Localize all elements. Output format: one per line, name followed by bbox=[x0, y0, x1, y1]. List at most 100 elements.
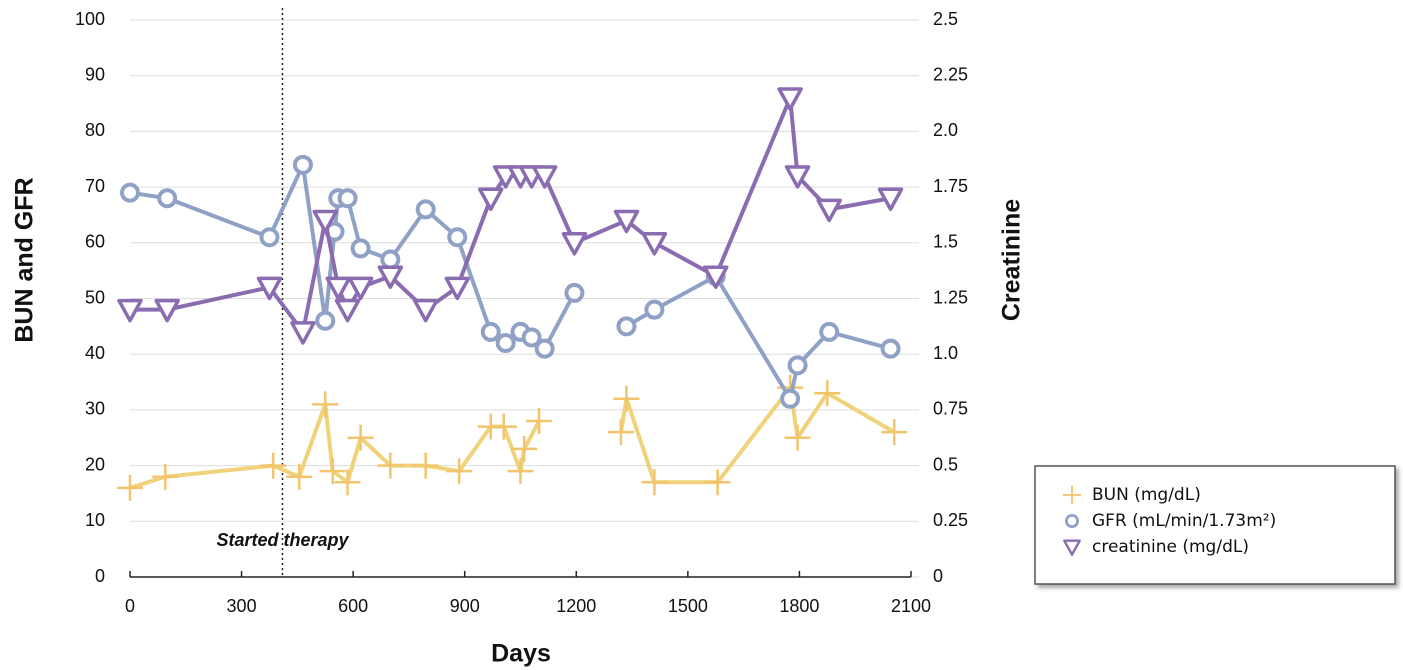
x-tick-label: 600 bbox=[338, 596, 368, 616]
y-tick-label: 10 bbox=[85, 510, 105, 530]
data-point bbox=[814, 380, 841, 407]
data-point bbox=[480, 321, 501, 342]
data-point bbox=[816, 198, 842, 223]
y2-axis-title: Creatinine bbox=[998, 199, 1026, 321]
data-point bbox=[613, 385, 640, 412]
data-point bbox=[521, 327, 542, 348]
data-point bbox=[256, 276, 283, 301]
data-point bbox=[877, 187, 904, 211]
y2-tick-label: 0.5 bbox=[933, 454, 958, 474]
data-point bbox=[260, 452, 287, 479]
x-tick-label: 300 bbox=[227, 596, 257, 616]
data-point bbox=[784, 424, 811, 451]
data-point bbox=[511, 435, 538, 462]
data-point bbox=[787, 355, 808, 376]
x-tick-label: 1500 bbox=[668, 596, 708, 616]
x-axis-title: Days bbox=[491, 640, 551, 668]
y2-tick-label: 1.75 bbox=[933, 176, 968, 196]
data-point bbox=[607, 419, 634, 446]
y2-tick-label: 2.25 bbox=[933, 64, 968, 84]
data-point bbox=[120, 182, 140, 203]
data-point bbox=[777, 87, 803, 111]
legend-label: BUN (mg/dL) bbox=[1092, 485, 1201, 505]
data-point bbox=[412, 452, 439, 479]
data-point bbox=[564, 282, 585, 303]
legend-box bbox=[1034, 465, 1396, 585]
data-point bbox=[881, 419, 908, 446]
data-point bbox=[380, 249, 401, 270]
data-point bbox=[157, 188, 178, 209]
data-point bbox=[477, 187, 504, 211]
x-tick-label: 0 bbox=[125, 596, 135, 616]
x-tick-label: 1800 bbox=[779, 596, 819, 616]
data-point bbox=[259, 227, 280, 248]
y-tick-label: 60 bbox=[85, 232, 105, 252]
data-point bbox=[534, 338, 555, 359]
data-point bbox=[641, 232, 668, 256]
data-point bbox=[641, 469, 668, 496]
y-tick-label: 20 bbox=[85, 454, 105, 474]
y2-tick-label: 2.5 bbox=[933, 9, 958, 29]
data-point bbox=[334, 469, 361, 496]
data-point bbox=[312, 209, 338, 234]
y-tick-label: 30 bbox=[85, 399, 105, 419]
data-point bbox=[616, 316, 637, 337]
series-line bbox=[129, 385, 896, 490]
y2-tick-label: 0.25 bbox=[933, 510, 968, 530]
data-point bbox=[152, 463, 179, 490]
data-point bbox=[154, 298, 180, 323]
data-point bbox=[334, 298, 361, 323]
data-point bbox=[780, 388, 801, 409]
data-point bbox=[292, 154, 313, 175]
y-tick-label: 0 bbox=[95, 566, 105, 586]
legend-marker bbox=[1062, 485, 1082, 505]
data-point bbox=[507, 458, 534, 485]
data-point bbox=[412, 298, 439, 323]
y-tick-label: 40 bbox=[85, 343, 105, 363]
y2-tick-label: 1.25 bbox=[933, 287, 968, 307]
data-point bbox=[819, 321, 840, 342]
series-line bbox=[130, 95, 891, 334]
data-point bbox=[415, 199, 436, 220]
x-tick-label: 900 bbox=[450, 596, 480, 616]
data-point bbox=[347, 424, 374, 451]
y-tick-label: 80 bbox=[85, 120, 105, 140]
data-point bbox=[446, 458, 473, 485]
annotation: Started therapy bbox=[216, 530, 349, 550]
legend-marker bbox=[1065, 514, 1080, 529]
x-tick-label: 1200 bbox=[556, 596, 596, 616]
data-point bbox=[613, 209, 640, 234]
data-point bbox=[286, 463, 313, 490]
data-point bbox=[347, 276, 374, 301]
data-point bbox=[880, 338, 901, 359]
y2-tick-label: 1.5 bbox=[933, 232, 958, 252]
data-point bbox=[315, 310, 336, 331]
data-point bbox=[561, 232, 588, 256]
y2-tick-label: 1.0 bbox=[933, 343, 958, 363]
data-point bbox=[117, 298, 143, 323]
y2-tick-label: 0 bbox=[933, 566, 943, 586]
y-tick-label: 100 bbox=[75, 9, 105, 29]
data-point bbox=[526, 408, 553, 435]
data-point bbox=[337, 188, 358, 209]
data-point bbox=[350, 238, 371, 259]
data-point bbox=[117, 474, 143, 501]
y2-tick-label: 0.75 bbox=[933, 399, 968, 419]
data-point bbox=[319, 458, 346, 485]
data-point bbox=[644, 299, 665, 320]
data-point bbox=[490, 413, 517, 440]
data-point bbox=[784, 165, 811, 189]
data-point bbox=[531, 165, 558, 189]
y-tick-label: 70 bbox=[85, 176, 105, 196]
data-point bbox=[704, 469, 731, 496]
data-point bbox=[312, 391, 339, 418]
data-point bbox=[325, 276, 352, 301]
y-axis-title: BUN and GFR bbox=[11, 177, 39, 342]
data-point bbox=[290, 321, 316, 345]
data-point bbox=[495, 333, 516, 354]
y-tick-label: 50 bbox=[85, 287, 105, 307]
data-point bbox=[444, 276, 471, 301]
legend-label: creatinine (mg/dL) bbox=[1092, 537, 1249, 557]
legend-label: GFR (mL/min/1.73m²) bbox=[1092, 511, 1276, 531]
data-point bbox=[447, 227, 468, 248]
